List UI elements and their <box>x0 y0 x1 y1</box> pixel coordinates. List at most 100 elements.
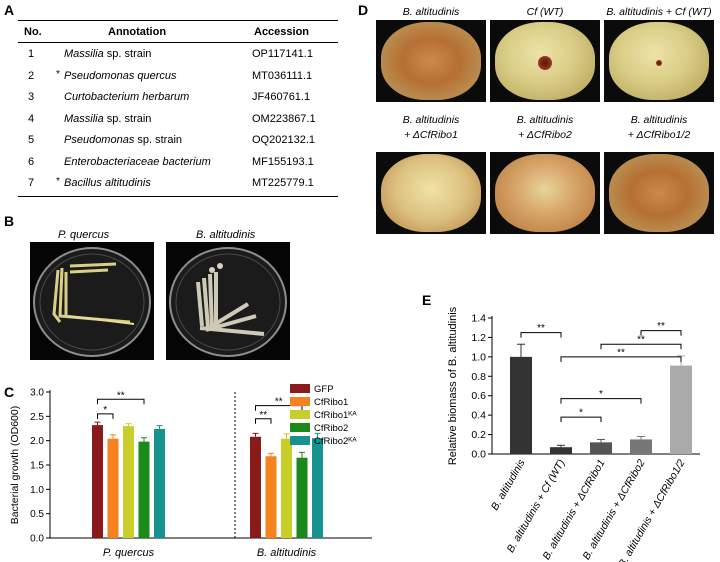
table-cell-annotation: Massilia sp. strain <box>64 48 152 60</box>
table-cell-annotation: Bacillus altitudinis <box>64 177 151 189</box>
bar <box>107 438 119 538</box>
panel-label-a: A <box>4 2 15 18</box>
y-tick-label: 0.2 <box>471 429 486 441</box>
table-cell-annotation: Enterobacteriaceae bacterium <box>64 155 211 168</box>
y-tick-label: 2.5 <box>30 412 44 423</box>
significance-bracket <box>560 416 602 423</box>
fruit-caption: B. altitudinis <box>516 114 574 126</box>
fruit-caption-genotype: + ΔCfRibo1 <box>404 129 458 141</box>
bacterial-growth-chart: 0.0 0.5 1.0 1.5 2.0 2.5 3.0 Bacterial growth (O… <box>9 384 372 559</box>
bar <box>312 438 323 538</box>
table-bottom-rule <box>18 196 338 197</box>
fruit-caption: Cf (WT) <box>526 6 564 18</box>
significance-bracket <box>255 418 272 424</box>
panel-label-b: B <box>4 213 15 229</box>
bar <box>92 425 103 538</box>
table-header-no: No. <box>24 26 42 38</box>
table-cell-no: 2 <box>28 69 35 82</box>
y-tick-label: 1.0 <box>471 351 486 363</box>
significance-label: ** <box>657 321 665 332</box>
legend-label: CfRibo2 <box>314 423 348 434</box>
fruit-caption: B. altitudinis + Cf (WT) <box>606 6 712 18</box>
table-cell-accession: MT036111.1 <box>252 69 313 82</box>
y-tick-label: 1.0 <box>30 485 44 496</box>
group-label: B. altitudinis <box>257 547 317 559</box>
legend-label: CfRibo1ᴷᴬ <box>314 410 357 421</box>
y-axis-title: Bacterial growth (OD600) <box>9 406 21 524</box>
table-cell-no: 3 <box>28 91 35 103</box>
significance-label: * <box>579 408 583 419</box>
y-tick-label: 0.8 <box>471 371 486 383</box>
significance-bracket <box>600 343 682 350</box>
panel-label-d: D <box>358 2 369 18</box>
bar <box>123 426 134 538</box>
fruit-photo <box>376 20 486 102</box>
significance-label: ** <box>117 390 125 401</box>
fruit-photo <box>490 20 600 102</box>
lesion-spot <box>656 60 662 66</box>
fruit-caption-genotype: + ΔCfRibo1/2 <box>627 129 691 141</box>
fruit-photo <box>604 20 714 102</box>
significance-bracket <box>560 356 682 362</box>
bar <box>138 441 150 538</box>
table-star-marker: * <box>56 176 60 187</box>
pear-fruit <box>381 22 481 100</box>
plate-label-right: B. altitudinis <box>196 229 256 241</box>
significance-label: ** <box>637 335 645 346</box>
relative-biomass-chart: 0.0 0.2 0.4 0.6 0.8 1.0 1.2 1.4 Relative biomass… <box>447 306 700 562</box>
table-cell-annotation: Curtobacterium herbarum <box>64 91 190 103</box>
legend-swatch <box>290 384 310 393</box>
significance-bracket <box>97 413 114 419</box>
y-tick-label: 1.2 <box>471 332 486 344</box>
bar <box>670 365 692 454</box>
table-cell-annotation: Pseudomonas quercus <box>64 69 177 82</box>
table-cell-no: 7 <box>28 177 35 189</box>
bar <box>550 447 572 454</box>
y-axis-title: Relative biomass of B. altitudinis <box>447 306 459 465</box>
table-header-accession: Accession <box>254 26 310 38</box>
bar <box>265 456 277 538</box>
pear-fruit <box>495 154 595 232</box>
pear-fruit <box>381 154 481 232</box>
table-cell-annotation: Pseudomonas sp. strain <box>64 134 183 146</box>
table-cell-no: 4 <box>28 112 35 125</box>
significance-label: ** <box>537 323 545 334</box>
fruit-photo <box>376 152 486 234</box>
culture-plates-image <box>30 242 290 360</box>
fruit-caption: B. altitudinis <box>630 114 688 126</box>
plate-label-left: P. quercus <box>58 229 110 241</box>
table-cell-accession: JF460761.1 <box>252 91 311 103</box>
significance-bracket <box>97 398 145 405</box>
legend-swatch <box>290 436 310 445</box>
fruit-photo <box>490 152 600 234</box>
y-tick-label: 2.0 <box>30 436 44 447</box>
fruit-photo <box>604 152 714 234</box>
legend-swatch <box>290 397 310 406</box>
table-cell-no: 5 <box>28 134 35 146</box>
table-cell-no: 1 <box>28 48 35 60</box>
table-header-rule <box>18 42 338 43</box>
table-cell-accession: MF155193.1 <box>252 155 314 168</box>
significance-label: * <box>599 389 603 400</box>
significance-bracket <box>520 332 562 338</box>
significance-label: * <box>103 405 107 416</box>
bar <box>630 439 652 454</box>
significance-label: ** <box>275 397 283 408</box>
y-tick-label: 0.5 <box>30 509 44 520</box>
significance-bracket <box>255 405 303 411</box>
bar <box>250 436 261 538</box>
table-star-marker: * <box>56 68 60 80</box>
y-tick-label: 0.6 <box>471 390 486 402</box>
significance-bracket <box>560 398 642 404</box>
table-cell-accession: OQ202132.1 <box>252 134 315 146</box>
bar <box>590 442 612 454</box>
legend-swatch <box>290 423 310 432</box>
significance-label: ** <box>617 347 625 358</box>
legend-swatch <box>290 410 310 419</box>
y-tick-label: 0.0 <box>471 449 486 461</box>
legend-label: CfRibo1 <box>314 397 348 408</box>
group-label: P. quercus <box>103 547 155 559</box>
bar <box>510 356 532 454</box>
y-tick-label: 1.5 <box>30 461 44 472</box>
panel-label-e: E <box>422 292 432 308</box>
